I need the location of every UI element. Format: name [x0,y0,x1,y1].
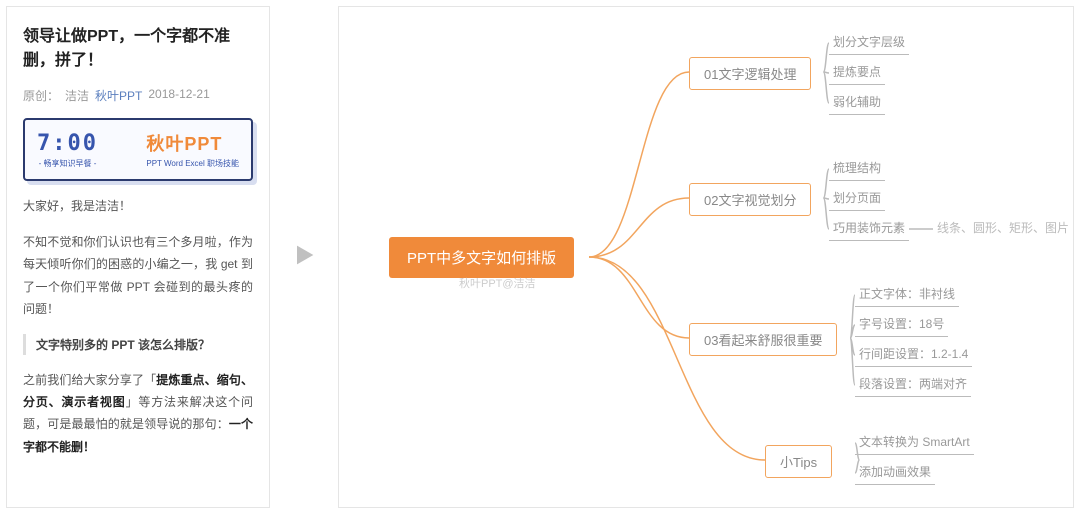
banner: 7:00 - 畅享知识早餐 - 秋叶PPT PPT Word Excel 职场技… [23,118,253,181]
article-panel: 领导让做PPT，一个字都不准删，拼了！ 原创： 洁洁 秋叶PPT 2018-12… [6,6,270,508]
para2-pre: 之前我们给大家分享了「 [23,373,156,387]
mindmap-leaf[interactable]: 文本转换为 SmartArt [855,431,974,455]
mindmap-leaf[interactable]: 行间距设置：1.2-1.4 [855,343,972,367]
mindmap-leaf[interactable]: 提炼要点 [829,61,885,85]
mindmap-root[interactable]: PPT中多文字如何排版 [389,237,574,278]
mindmap-branch[interactable]: 03看起来舒服很重要 [689,323,837,356]
mindmap-panel: PPT中多文字如何排版 秋叶PPT@洁洁 01文字逻辑处理划分文字层级提炼要点弱… [338,6,1074,508]
para1: 不知不觉和你们认识也有三个多月啦，作为每天倾听你们的困惑的小编之一，我 get … [23,231,253,320]
banner-sub-left: - 畅享知识早餐 - [39,158,97,169]
mindmap-leaf[interactable]: 字号设置：18号 [855,313,948,337]
mindmap-leaf[interactable]: 段落设置：两端对齐 [855,373,971,397]
mindmap-branch[interactable]: 01文字逻辑处理 [689,57,811,90]
banner-brand: 秋叶PPT [146,130,222,156]
quote: 文字特别多的 PPT 该怎么排版？ [23,334,253,355]
mindmap-leaf[interactable]: 划分文字层级 [829,31,909,55]
mindmap-branch[interactable]: 小Tips [765,445,832,478]
mindmap-leaf[interactable]: 划分页面 [829,187,885,211]
watermark: 秋叶PPT@洁洁 [459,275,536,291]
mindmap-leaf-extra: 线条、圆形、矩形、图片 [933,217,1073,238]
arrow-icon [290,241,318,274]
mindmap-leaf[interactable]: 巧用装饰元素 [829,217,909,241]
banner-time: 7:00 [37,131,98,156]
byline-prefix: 原创： [23,87,59,104]
mindmap-leaf[interactable]: 弱化辅助 [829,91,885,115]
byline-author: 洁洁 [65,87,89,104]
mindmap-branch[interactable]: 02文字视觉划分 [689,183,811,216]
mindmap-leaf[interactable]: 梳理结构 [829,157,885,181]
article-title: 领导让做PPT，一个字都不准删，拼了！ [23,25,253,73]
byline-brand[interactable]: 秋叶PPT [95,87,142,104]
banner-sub-right: PPT Word Excel 职场技能 [146,158,239,169]
byline: 原创： 洁洁 秋叶PPT 2018-12-21 [23,87,253,104]
mindmap-leaf[interactable]: 添加动画效果 [855,461,935,485]
greeting: 大家好，我是洁洁！ [23,195,253,217]
para2: 之前我们给大家分享了「提炼重点、缩句、分页、演示者视图」等方法来解决这个问题，可… [23,369,253,458]
mindmap-leaf[interactable]: 正文字体：非衬线 [855,283,959,307]
byline-date: 2018-12-21 [148,87,209,104]
